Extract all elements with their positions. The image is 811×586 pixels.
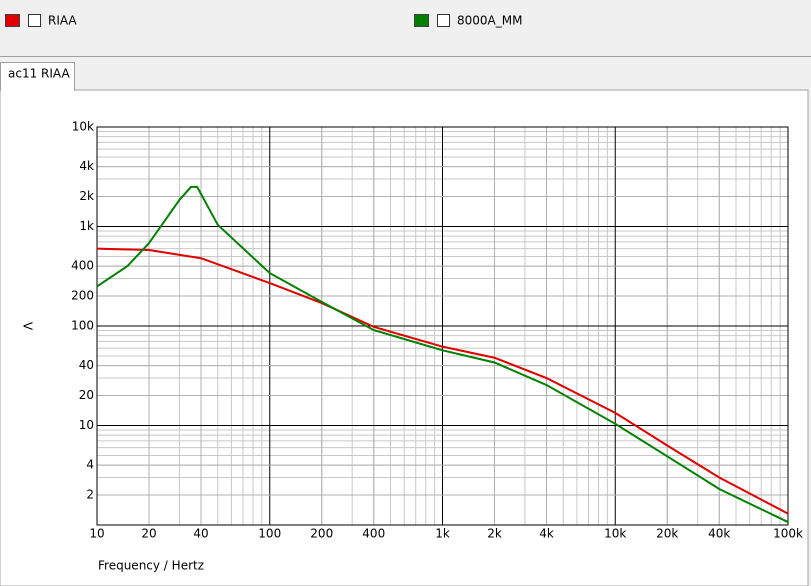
- x-tick-label: 40: [193, 527, 208, 541]
- toolbar: [0, 0, 811, 56]
- x-tick-label: 1k: [435, 527, 450, 541]
- y-tick-label: 4k: [79, 159, 94, 173]
- x-tick-label: 20k: [656, 527, 678, 541]
- y-tick-label: 40: [79, 358, 94, 372]
- plot-frame: [96, 126, 789, 526]
- y-axis-label: V: [21, 322, 35, 331]
- y-tick-label: 10: [79, 418, 94, 432]
- y-tick-label: 10k: [72, 120, 94, 134]
- x-tick-label: 10: [89, 527, 104, 541]
- x-tick-label: 100k: [773, 527, 803, 541]
- y-tick-label: 400: [71, 259, 94, 273]
- legend-checkbox[interactable]: [437, 14, 450, 27]
- y-tick-label: 200: [71, 289, 94, 303]
- legend-label: 8000A_MM: [457, 14, 522, 28]
- x-axis-label: Frequency / Hertz: [98, 559, 204, 573]
- y-tick-label: 100: [71, 319, 94, 333]
- y-tick-label: 1k: [79, 219, 94, 233]
- x-tick-label: 40k: [708, 527, 730, 541]
- y-tick-label: 20: [79, 388, 94, 402]
- legend-checkbox[interactable]: [28, 14, 41, 27]
- tab[interactable]: [0, 62, 75, 91]
- y-tick-label: 2k: [79, 189, 94, 203]
- x-tick-label: 10k: [604, 527, 626, 541]
- series-line: [96, 185, 789, 523]
- series-line: [96, 247, 789, 515]
- legend-swatch: [414, 14, 429, 27]
- x-tick-label: 400: [362, 527, 385, 541]
- legend-label: RIAA: [48, 14, 77, 28]
- x-tick-label: 20: [141, 527, 156, 541]
- tab-join: [1, 89, 74, 92]
- y-tick-label: 2: [86, 488, 94, 502]
- x-tick-label: 200: [310, 527, 333, 541]
- legend-swatch: [5, 14, 20, 27]
- x-tick-label: 2k: [487, 527, 502, 541]
- y-tick-label: 4: [86, 458, 94, 472]
- x-tick-label: 100: [258, 527, 281, 541]
- x-tick-label: 4k: [539, 527, 554, 541]
- tab-label[interactable]: ac11 RIAA: [8, 67, 70, 81]
